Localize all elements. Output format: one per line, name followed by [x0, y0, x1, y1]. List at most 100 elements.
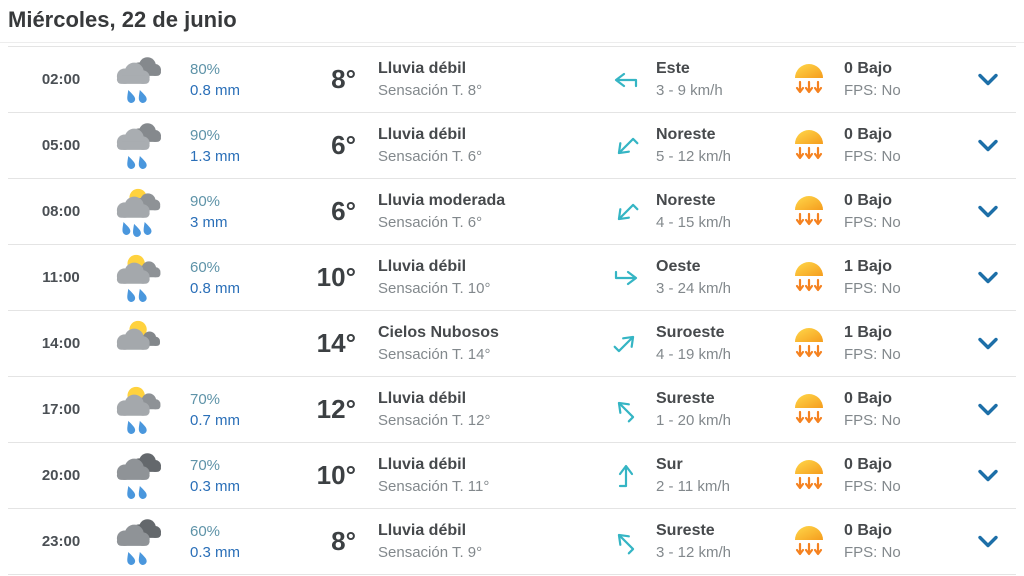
- precipitation-cell: 90% 1.3 mm: [180, 125, 310, 167]
- forecast-row[interactable]: 08:00 90% 3 mm 6° Lluvia moderada Sensac…: [8, 179, 1016, 245]
- precipitation-cell: 70% 0.7 mm: [180, 389, 310, 431]
- forecast-row[interactable]: 14:00 14° Cielos Nubosos Sensación T. 14…: [8, 311, 1016, 377]
- temperature-label: 10°: [316, 262, 356, 292]
- condition-cell: Lluvia débil Sensación T. 8°: [360, 58, 600, 102]
- uv-radiation-icon: [780, 523, 838, 561]
- fps-label: FPS: No: [844, 345, 901, 363]
- condition-label: Lluvia débil: [378, 125, 467, 143]
- forecast-table: 02:00 80% 0.8 mm 8° Lluvia débil Sensaci…: [8, 46, 1016, 575]
- feels-like-label: Sensación T. 12°: [378, 411, 491, 429]
- wind-direction-arrow-icon: [600, 396, 652, 424]
- time-label: 23:00: [41, 533, 81, 550]
- fps-label: FPS: No: [844, 477, 901, 495]
- wind-direction-label: Sureste: [656, 521, 715, 539]
- temperature-label: 14°: [316, 328, 356, 358]
- uv-radiation-icon: [780, 61, 838, 99]
- condition-label: Lluvia moderada: [378, 191, 506, 209]
- weather-icon: [100, 318, 180, 370]
- expand-row-button[interactable]: [960, 469, 1016, 483]
- wind-direction-label: Suroeste: [656, 323, 725, 341]
- uv-index-label: 0 Bajo: [844, 521, 893, 539]
- uv-radiation-icon: [780, 193, 838, 231]
- weather-icon: [100, 516, 180, 568]
- forecast-row[interactable]: 23:00 60% 0.3 mm 8° Lluvia débil Sensaci…: [8, 509, 1016, 575]
- fps-label: FPS: No: [844, 543, 901, 561]
- uv-cell: 1 Bajo FPS: No: [838, 322, 960, 366]
- uv-cell: 0 Bajo FPS: No: [838, 58, 960, 102]
- wind-cell: Oeste 3 - 24 km/h: [652, 256, 780, 300]
- temperature-label: 12°: [316, 394, 356, 424]
- condition-label: Lluvia débil: [378, 59, 467, 77]
- wind-speed-label: 2 - 11 km/h: [656, 477, 730, 495]
- forecast-row[interactable]: 02:00 80% 0.8 mm 8° Lluvia débil Sensaci…: [8, 47, 1016, 113]
- precip-amount: 0.3 mm: [190, 543, 241, 561]
- wind-speed-label: 3 - 12 km/h: [656, 543, 732, 561]
- forecast-row[interactable]: 11:00 60% 0.8 mm 10° Lluvia débil Sensac…: [8, 245, 1016, 311]
- condition-label: Lluvia débil: [378, 521, 467, 539]
- wind-direction-label: Oeste: [656, 257, 701, 275]
- wind-speed-label: 3 - 9 km/h: [656, 81, 723, 99]
- forecast-row[interactable]: 05:00 90% 1.3 mm 6° Lluvia débil Sensaci…: [8, 113, 1016, 179]
- expand-row-button[interactable]: [960, 337, 1016, 351]
- uv-index-label: 1 Bajo: [844, 257, 893, 275]
- weather-icon: [100, 120, 180, 172]
- fps-label: FPS: No: [844, 411, 901, 429]
- weather-icon: [100, 450, 180, 502]
- precipitation-cell: 90% 3 mm: [180, 191, 310, 233]
- precip-amount: 0.3 mm: [190, 477, 241, 495]
- feels-like-label: Sensación T. 8°: [378, 81, 483, 99]
- wind-direction-label: Sur: [656, 455, 683, 473]
- wind-speed-label: 4 - 19 km/h: [656, 345, 732, 363]
- wind-direction-arrow-icon: [600, 264, 652, 292]
- expand-row-button[interactable]: [960, 73, 1016, 87]
- precip-probability: 90%: [190, 192, 221, 210]
- page-title: Miércoles, 22 de junio: [0, 0, 1024, 43]
- precip-amount: 3 mm: [190, 213, 228, 231]
- temperature-label: 8°: [331, 526, 356, 556]
- time-label: 11:00: [42, 269, 80, 286]
- uv-cell: 1 Bajo FPS: No: [838, 256, 960, 300]
- weather-icon: [100, 54, 180, 106]
- forecast-row[interactable]: 17:00 70% 0.7 mm 12° Lluvia débil Sensac…: [8, 377, 1016, 443]
- condition-cell: Cielos Nubosos Sensación T. 14°: [360, 322, 600, 366]
- temperature-label: 6°: [331, 130, 356, 160]
- expand-row-button[interactable]: [960, 205, 1016, 219]
- precipitation-cell: 80% 0.8 mm: [180, 59, 310, 101]
- precip-probability: 70%: [190, 390, 221, 408]
- feels-like-label: Sensación T. 6°: [378, 213, 483, 231]
- chevron-down-icon: [978, 535, 998, 547]
- weather-icon: [100, 252, 180, 304]
- condition-cell: Lluvia débil Sensación T. 11°: [360, 454, 600, 498]
- precip-probability: 70%: [190, 456, 221, 474]
- precip-amount: 0.7 mm: [190, 411, 241, 429]
- expand-row-button[interactable]: [960, 271, 1016, 285]
- precip-probability: 80%: [190, 60, 221, 78]
- expand-row-button[interactable]: [960, 403, 1016, 417]
- wind-speed-label: 1 - 20 km/h: [656, 411, 732, 429]
- wind-direction-label: Sureste: [656, 389, 715, 407]
- chevron-down-icon: [978, 271, 998, 283]
- wind-direction-arrow-icon: [600, 330, 652, 358]
- wind-direction-arrow-icon: [600, 462, 652, 490]
- fps-label: FPS: No: [844, 279, 901, 297]
- wind-direction-label: Este: [656, 59, 690, 77]
- time-label: 14:00: [41, 335, 81, 352]
- precip-amount: 0.8 mm: [190, 279, 241, 297]
- precip-probability: 90%: [190, 126, 221, 144]
- uv-radiation-icon: [780, 325, 838, 363]
- weather-icon: [100, 384, 180, 436]
- expand-row-button[interactable]: [960, 535, 1016, 549]
- wind-speed-label: 5 - 12 km/h: [656, 147, 732, 165]
- feels-like-label: Sensación T. 9°: [378, 543, 483, 561]
- precip-amount: 1.3 mm: [190, 147, 241, 165]
- uv-cell: 0 Bajo FPS: No: [838, 124, 960, 168]
- forecast-row[interactable]: 20:00 70% 0.3 mm 10° Lluvia débil Sensac…: [8, 443, 1016, 509]
- fps-label: FPS: No: [844, 213, 901, 231]
- fps-label: FPS: No: [844, 147, 901, 165]
- uv-index-label: 0 Bajo: [844, 455, 893, 473]
- wind-direction-arrow-icon: [600, 132, 652, 160]
- wind-cell: Suroeste 4 - 19 km/h: [652, 322, 780, 366]
- expand-row-button[interactable]: [960, 139, 1016, 153]
- condition-cell: Lluvia débil Sensación T. 9°: [360, 520, 600, 564]
